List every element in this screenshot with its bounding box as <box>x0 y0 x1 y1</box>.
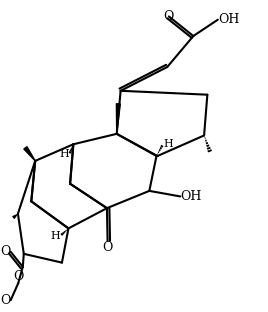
Polygon shape <box>116 104 120 134</box>
Text: O: O <box>13 270 23 283</box>
Polygon shape <box>24 147 35 161</box>
Text: O: O <box>102 241 113 254</box>
Text: H: H <box>60 149 69 159</box>
Text: O: O <box>164 10 174 23</box>
Text: O: O <box>0 294 11 307</box>
Text: OH: OH <box>218 13 239 26</box>
Text: O: O <box>0 245 11 258</box>
Text: OH: OH <box>180 190 202 203</box>
Text: H: H <box>163 139 173 149</box>
Text: H: H <box>51 231 61 241</box>
